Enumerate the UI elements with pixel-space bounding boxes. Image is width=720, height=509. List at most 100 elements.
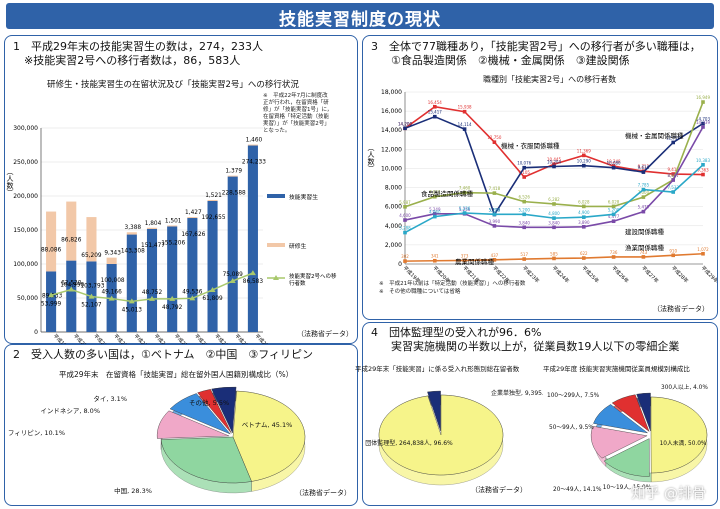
bar-trainee bbox=[187, 218, 198, 332]
line-marker bbox=[169, 295, 176, 301]
line-data-label: 14,339 bbox=[696, 120, 710, 125]
line-data-label: 10,076 bbox=[517, 161, 531, 166]
line-data-label: 3,840 bbox=[548, 220, 560, 225]
pie-label: タイ, 3.1% bbox=[93, 394, 127, 403]
line-marker bbox=[522, 257, 526, 261]
bar-trainee-1 bbox=[46, 211, 57, 272]
line-marker bbox=[433, 212, 437, 216]
pie-label: その他, 5.5% bbox=[189, 398, 229, 407]
bar-label-trainee: 143,308 bbox=[121, 249, 145, 255]
x-tick-label: 平成28年 bbox=[670, 264, 690, 284]
line-data-label: 4,800 bbox=[548, 211, 560, 216]
y-tick-label: 100,000 bbox=[13, 261, 38, 268]
line-data-label: 16,949 bbox=[696, 95, 710, 100]
section-1-source: （法務省データ） bbox=[297, 330, 353, 338]
bar-trainee-1 bbox=[126, 232, 137, 235]
bar-trainee bbox=[46, 271, 57, 332]
line-data-label: 585 bbox=[550, 251, 558, 256]
line-data-label: 6,028 bbox=[608, 199, 620, 204]
section-4-left-subtitle: 平成29年末「技能実習」に係る受入れ形態別総在留者数 bbox=[355, 365, 520, 373]
line-data-label: 10,204 bbox=[547, 159, 561, 164]
section-1-heading-1: 1 平成29年末の技能実習生の数は，274，233人 bbox=[13, 40, 263, 53]
section-3-heading-2: ①食品製造関係 ②機械・金属関係 ③建設関係 bbox=[391, 54, 630, 67]
pie-label: 中国, 28.3% bbox=[114, 486, 152, 495]
line-marker bbox=[582, 215, 586, 219]
line-label-transition: 61,809 bbox=[202, 296, 223, 302]
line-marker bbox=[611, 219, 616, 224]
line-marker bbox=[128, 298, 135, 304]
line-marker bbox=[552, 164, 556, 169]
line-marker bbox=[462, 258, 467, 263]
bar-trainee-1 bbox=[146, 227, 158, 229]
line-data-label: 12,750 bbox=[487, 135, 501, 140]
y-axis-unit: （人数） bbox=[6, 168, 14, 196]
line-data-label: 437 bbox=[491, 253, 499, 258]
line-data-label: 5,249 bbox=[429, 207, 441, 212]
legend-marker bbox=[273, 275, 279, 280]
series-label: 機械・衣服関係職種 bbox=[501, 141, 560, 150]
bar-label-trainee-1: 1,379 bbox=[225, 169, 242, 175]
section-1-panel: 1 平成29年末の技能実習生の数は，274，233人 ※技能実習2号への移行者数… bbox=[4, 35, 358, 353]
pie-label: 10人未満, 50.0% bbox=[660, 439, 707, 447]
line-data-label: 4,960 bbox=[429, 210, 441, 215]
bar-trainee-1 bbox=[66, 201, 77, 261]
line-data-label: 743 bbox=[640, 250, 648, 255]
line-data-label: 5,200 bbox=[489, 207, 501, 212]
line-data-label: 6,282 bbox=[548, 197, 560, 202]
pie-label: 団体監理型, 264,838人, 96.6% bbox=[365, 439, 453, 447]
line-marker bbox=[552, 256, 556, 261]
section-4-panel: 4 団体監理型の受入れが96．6% 実習実施機関の半数以上が，従業員数19人以下… bbox=[355, 322, 718, 506]
line-marker bbox=[492, 191, 497, 195]
y-tick-label: 10,000 bbox=[381, 165, 402, 172]
line-data-label: 9,363 bbox=[697, 168, 709, 173]
line-marker bbox=[492, 140, 497, 144]
pie-slice bbox=[156, 410, 230, 439]
y-tick-label: 250,000 bbox=[13, 159, 38, 166]
line-data-label: 9,105 bbox=[518, 170, 530, 175]
line-marker bbox=[403, 230, 407, 235]
section-2-source: （法務省データ） bbox=[295, 489, 351, 497]
line-label-transition: 48,752 bbox=[142, 290, 163, 296]
series-label: 食品製造関係職種 bbox=[421, 189, 474, 198]
pie-slice bbox=[636, 392, 651, 432]
line-data-label: 11,369 bbox=[577, 148, 591, 153]
line-marker bbox=[433, 194, 437, 199]
bar-trainee-1 bbox=[86, 217, 97, 262]
line-data-label: 3,840 bbox=[518, 220, 530, 225]
line-marker bbox=[582, 163, 586, 168]
legend-label: 技能実習2号への移行者数 bbox=[289, 272, 337, 287]
pie-slice bbox=[232, 390, 306, 482]
bar-label-trainee-1: 1,521 bbox=[205, 193, 222, 199]
bar-trainee bbox=[167, 226, 178, 332]
bar-label-trainee-1: 1,804 bbox=[145, 221, 162, 227]
line-data-label: 4,900 bbox=[578, 210, 590, 215]
x-tick-label: 平成26年 bbox=[610, 264, 630, 284]
line-marker bbox=[433, 104, 437, 109]
pie-label: 企業単独型, 9,395人, 3.4% bbox=[491, 389, 543, 397]
bar-label-trainee: 155,206 bbox=[161, 240, 185, 246]
series-label: 農業関係職種 bbox=[455, 257, 495, 266]
line-data-label: 5,256 bbox=[459, 207, 471, 212]
line-data-label: 622 bbox=[580, 251, 588, 256]
line-data-label: 7,418 bbox=[489, 186, 501, 191]
line-marker bbox=[229, 277, 236, 283]
y-tick-label: 6,000 bbox=[385, 204, 402, 211]
line-data-label: 4,477 bbox=[608, 214, 620, 219]
line-data-label: 10,445 bbox=[547, 157, 561, 162]
x-tick-label: 平成29年 bbox=[700, 264, 717, 284]
line-marker bbox=[68, 286, 75, 292]
line-marker bbox=[552, 162, 556, 166]
y-tick-label: 150,000 bbox=[13, 227, 38, 234]
pie-label: 50～99人, 9.5% bbox=[549, 424, 594, 431]
line-data-label: 5,987 bbox=[399, 200, 411, 205]
line-label-transition: 53,999 bbox=[41, 301, 62, 307]
section-4-heading-1: 4 団体監理型の受入れが96．6% bbox=[371, 326, 542, 339]
bar-label-trainee-1: 1,501 bbox=[165, 218, 182, 224]
line-data-label: 3,890 bbox=[578, 220, 590, 225]
line-data-label: 6,028 bbox=[578, 199, 590, 204]
line-marker bbox=[189, 295, 196, 301]
line-marker bbox=[403, 126, 407, 131]
line-data-label: 7,460 bbox=[459, 186, 471, 191]
y-tick-label: 16,000 bbox=[381, 108, 402, 115]
section-3-source: （法務省データ） bbox=[653, 305, 709, 313]
